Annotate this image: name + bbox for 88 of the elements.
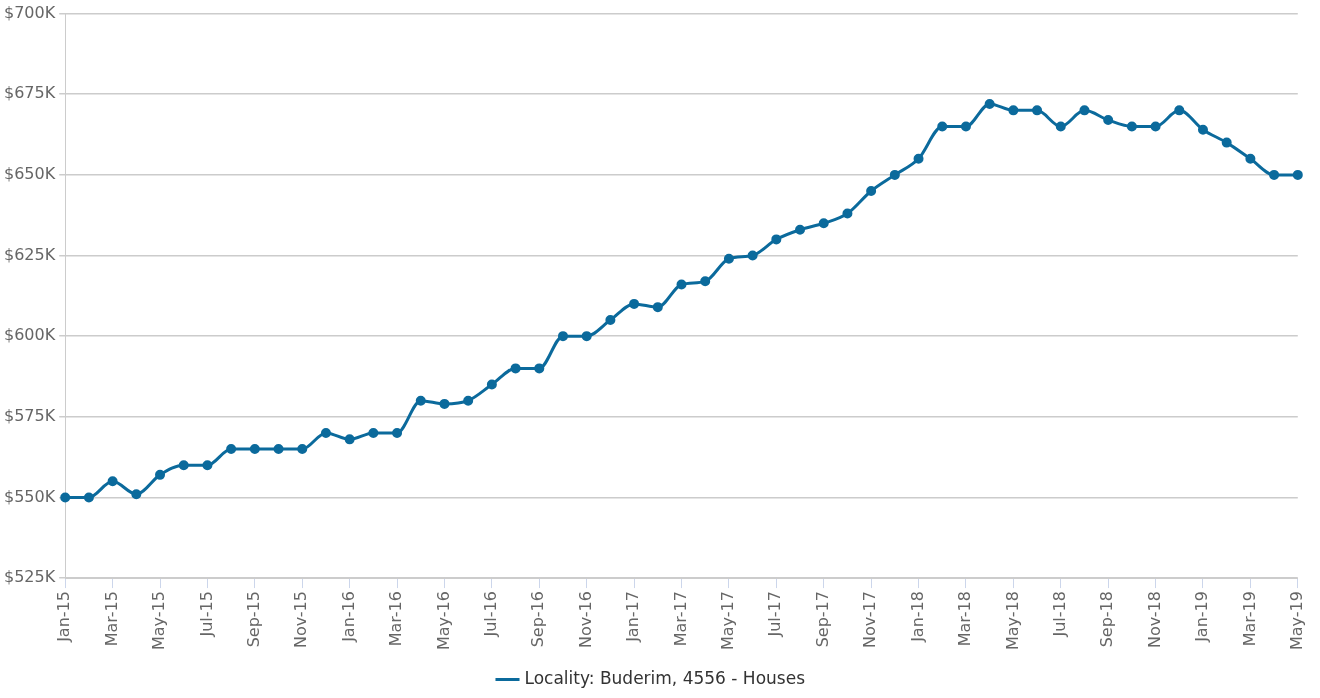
y-tick-label: $575K bbox=[3, 405, 56, 425]
point bbox=[937, 121, 948, 132]
x-tick-label: Mar-16 bbox=[386, 591, 406, 647]
point bbox=[131, 489, 142, 500]
point bbox=[581, 331, 592, 342]
y-tick-label: $675K bbox=[3, 83, 56, 103]
x-tick-label: Jan-19 bbox=[1192, 591, 1212, 643]
x-tick-label: Nov-15 bbox=[291, 591, 311, 649]
x-tick-label: May-19 bbox=[1286, 591, 1306, 651]
point bbox=[1055, 121, 1066, 132]
x-tick-label: Jan-16 bbox=[338, 591, 358, 643]
point bbox=[1126, 121, 1137, 132]
point bbox=[1150, 121, 1161, 132]
point bbox=[795, 224, 806, 235]
x-tick-label: Nov-16 bbox=[575, 591, 595, 649]
legend-label: Locality: Buderim, 4556 - Houses bbox=[524, 667, 806, 688]
x-tick-label: Jan-15 bbox=[54, 591, 74, 643]
x-tick-label: May-16 bbox=[433, 591, 453, 651]
y-tick-label: $650K bbox=[3, 164, 56, 184]
point bbox=[629, 298, 640, 309]
point bbox=[202, 460, 213, 471]
point bbox=[747, 250, 758, 261]
x-tick-label: Jul-17 bbox=[765, 591, 785, 638]
point bbox=[700, 276, 711, 287]
point bbox=[842, 208, 853, 219]
point bbox=[818, 218, 829, 229]
y-tick-label: $700K bbox=[3, 2, 56, 22]
point bbox=[913, 153, 924, 164]
point bbox=[83, 492, 94, 503]
y-tick-label: $600K bbox=[3, 325, 56, 345]
point bbox=[178, 460, 189, 471]
point bbox=[889, 169, 900, 180]
point bbox=[249, 444, 260, 455]
x-tick-label: Jan-17 bbox=[623, 591, 643, 643]
point bbox=[1032, 105, 1043, 116]
point bbox=[984, 98, 995, 109]
x-tick-label: Jan-18 bbox=[907, 591, 927, 643]
x-tick-label: Nov-17 bbox=[860, 591, 880, 649]
point bbox=[107, 476, 118, 487]
point bbox=[1197, 124, 1208, 135]
point bbox=[723, 253, 734, 264]
point bbox=[1079, 105, 1090, 116]
point bbox=[534, 363, 545, 374]
point bbox=[771, 234, 782, 245]
x-tick-label: Sep-18 bbox=[1097, 591, 1117, 648]
point bbox=[960, 121, 971, 132]
x-tick-label: May-15 bbox=[149, 591, 169, 651]
x-tick-label: Mar-17 bbox=[670, 591, 690, 647]
x-tick-label: Jul-15 bbox=[196, 591, 216, 638]
point bbox=[368, 427, 379, 438]
point bbox=[226, 444, 237, 455]
point bbox=[1008, 105, 1019, 116]
x-tick-label: Jul-16 bbox=[481, 591, 501, 638]
x-tick-label: May-17 bbox=[718, 591, 738, 651]
x-tick-label: Mar-15 bbox=[101, 591, 121, 647]
x-tick-label: Sep-16 bbox=[528, 591, 548, 648]
point bbox=[510, 363, 521, 374]
x-tick-label: Sep-17 bbox=[812, 591, 832, 648]
y-tick-label: $550K bbox=[3, 486, 56, 506]
y-tick-label: $625K bbox=[3, 244, 56, 264]
x-tick-label: May-18 bbox=[1002, 591, 1022, 651]
point bbox=[344, 434, 355, 445]
x-tick-label: Mar-18 bbox=[955, 591, 975, 647]
point bbox=[463, 395, 474, 406]
point bbox=[1269, 169, 1280, 180]
point bbox=[1292, 169, 1303, 180]
point bbox=[297, 444, 308, 455]
point bbox=[273, 444, 284, 455]
x-tick-label: Mar-19 bbox=[1239, 591, 1259, 647]
point bbox=[415, 395, 426, 406]
point bbox=[1245, 153, 1256, 164]
x-tick-label: Jul-18 bbox=[1049, 591, 1069, 638]
point bbox=[1221, 137, 1232, 148]
point bbox=[392, 427, 403, 438]
point bbox=[155, 469, 166, 480]
point bbox=[676, 279, 687, 290]
y-tick-label: $525K bbox=[3, 567, 56, 587]
point bbox=[486, 379, 497, 390]
x-tick-label: Nov-18 bbox=[1144, 591, 1164, 649]
point bbox=[866, 186, 877, 197]
x-tick-label: Sep-15 bbox=[244, 591, 263, 648]
point bbox=[557, 331, 568, 342]
point bbox=[439, 398, 450, 409]
point bbox=[652, 302, 663, 313]
point bbox=[605, 315, 616, 326]
point bbox=[1103, 115, 1114, 126]
point bbox=[320, 427, 331, 438]
point bbox=[1174, 105, 1185, 116]
